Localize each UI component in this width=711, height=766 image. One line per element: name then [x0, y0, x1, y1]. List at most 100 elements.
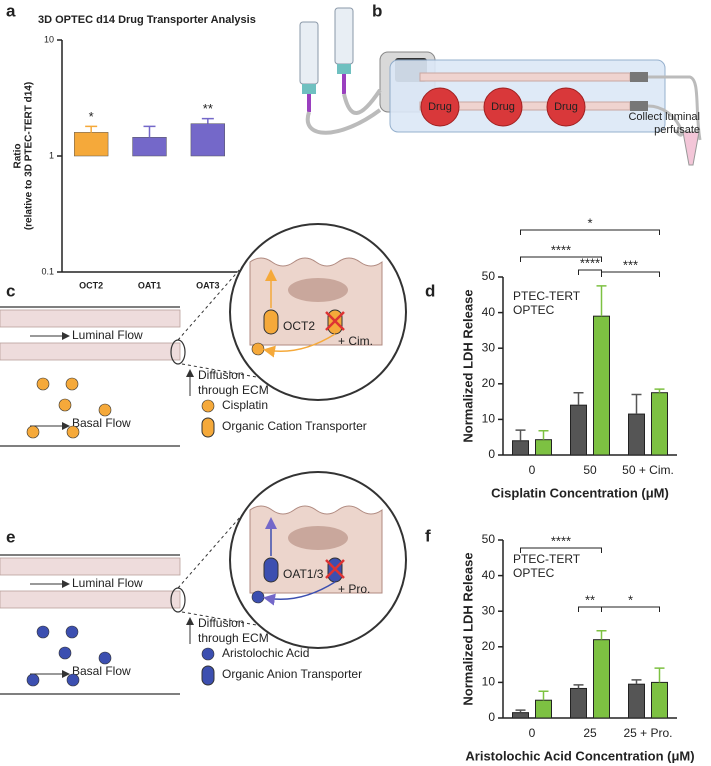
y-tick-label: 0: [488, 447, 495, 461]
error-bar: [631, 679, 642, 685]
x-axis-label: Cisplatin Concentration (μM): [491, 485, 669, 500]
error-bar: [573, 391, 584, 406]
y-tick-label: 30: [482, 340, 496, 354]
nucleus: [288, 526, 348, 550]
diffusion-label: through ECM: [198, 631, 269, 645]
bar: [651, 392, 668, 456]
drug-particle: [26, 425, 40, 439]
legend-transporter: [201, 665, 215, 686]
drug-label: Drug: [428, 101, 452, 113]
significance-bracket: [520, 547, 602, 553]
y-tick-label: 50: [482, 532, 496, 546]
error-bar: [143, 125, 156, 138]
y-tick-label: 20: [482, 376, 496, 390]
significance-bracket: [601, 606, 660, 612]
bar: [74, 132, 109, 157]
transporter: [263, 309, 279, 335]
diffusion-label: through ECM: [198, 383, 269, 397]
error-bar: [201, 117, 214, 124]
bar: [570, 404, 587, 456]
x-tick-label: OCT2: [79, 280, 103, 290]
basal-label: Basal Flow: [72, 664, 131, 678]
diffusion-label: Diffusion: [198, 616, 244, 630]
legend-label: OPTEC: [513, 566, 555, 580]
transporter-label: OCT2: [283, 319, 315, 333]
significance: **: [203, 101, 213, 116]
bar: [132, 137, 167, 157]
drug-label: Drug: [554, 101, 578, 113]
y-tick-label: 10: [482, 675, 496, 689]
drug-particle: [58, 646, 72, 660]
bar: [593, 315, 610, 456]
error-bar: [596, 285, 607, 317]
error-bar: [631, 393, 642, 415]
bar: [593, 639, 610, 719]
luminal-label: Luminal Flow: [72, 328, 143, 342]
significance: *: [628, 592, 633, 607]
drug-particle: [251, 590, 265, 604]
drug-particle: [66, 673, 80, 687]
tubule-band: [0, 557, 181, 576]
perfusion-illustration: [299, 7, 702, 166]
panel-label: c: [6, 281, 15, 300]
y-tick-label: 40: [482, 305, 496, 319]
collect-label: Collect luminal: [628, 111, 700, 123]
inhibit-arrow: [263, 581, 336, 606]
bar: [651, 681, 668, 719]
y-axis-label: Normalized LDH Release: [460, 552, 475, 705]
drug-particle: [65, 377, 79, 391]
x-tick-label: 50 + Cim.: [622, 463, 674, 477]
luminal-label: Luminal Flow: [72, 576, 143, 590]
drug-circle: [420, 87, 460, 127]
drug-circle: [483, 87, 523, 127]
tubule-band: [0, 590, 181, 609]
x-tick-label: OAT1: [138, 280, 161, 290]
legend-label: PTEC-TERT: [513, 289, 581, 303]
drug-particle: [251, 342, 265, 356]
diffusion-label: Diffusion: [198, 368, 244, 382]
transporter: [263, 557, 279, 583]
basal-label: Basal Flow: [72, 416, 131, 430]
legend-particle: [201, 399, 215, 413]
bar: [570, 687, 587, 719]
panel-label: a: [6, 1, 16, 20]
x-tick-label: 25: [583, 726, 597, 740]
drug-particle: [36, 625, 50, 639]
error-bar: [515, 709, 526, 713]
chart-title: 3D OPTEC d14 Drug Transporter Analysis: [38, 14, 256, 26]
tubule-band: [0, 309, 181, 328]
error-bar: [538, 430, 549, 440]
significance-bracket: [578, 606, 602, 612]
error-bar: [654, 388, 665, 393]
legend-particle: [201, 647, 215, 661]
inhibitor-label: + Pro.: [338, 582, 370, 596]
significance-bracket: [578, 269, 602, 275]
legend-label: Organic Cation Transporter: [222, 419, 367, 433]
x-tick-label: 25 + Pro.: [623, 726, 672, 740]
error-bar: [573, 684, 584, 689]
drug-particle: [58, 398, 72, 412]
zoom-line: [181, 611, 263, 627]
bar: [628, 683, 645, 719]
y-tick-label: 0: [488, 710, 495, 724]
transporter-label: OAT1/3: [283, 567, 324, 581]
drug-particle: [36, 377, 50, 391]
significance: *: [89, 109, 94, 124]
x-tick-label: 0: [529, 726, 536, 740]
bar: [190, 123, 226, 157]
significance-bracket: [520, 229, 660, 235]
y-tick-label: 20: [482, 639, 496, 653]
bar: [535, 699, 552, 719]
inhibit-arrow: [263, 333, 336, 358]
x-tick-label: 0: [529, 463, 536, 477]
error-bar: [538, 690, 549, 701]
significance: ****: [580, 255, 600, 270]
bar: [535, 439, 552, 456]
error-bar: [85, 125, 98, 133]
y-tick-label: 50: [482, 269, 496, 283]
x-tick-label: OAT3: [196, 280, 219, 290]
y-tick-label: 40: [482, 568, 496, 582]
y-axis-label: Normalized LDH Release: [460, 289, 475, 442]
significance-bracket: [520, 256, 602, 262]
block-mark: [325, 559, 345, 579]
